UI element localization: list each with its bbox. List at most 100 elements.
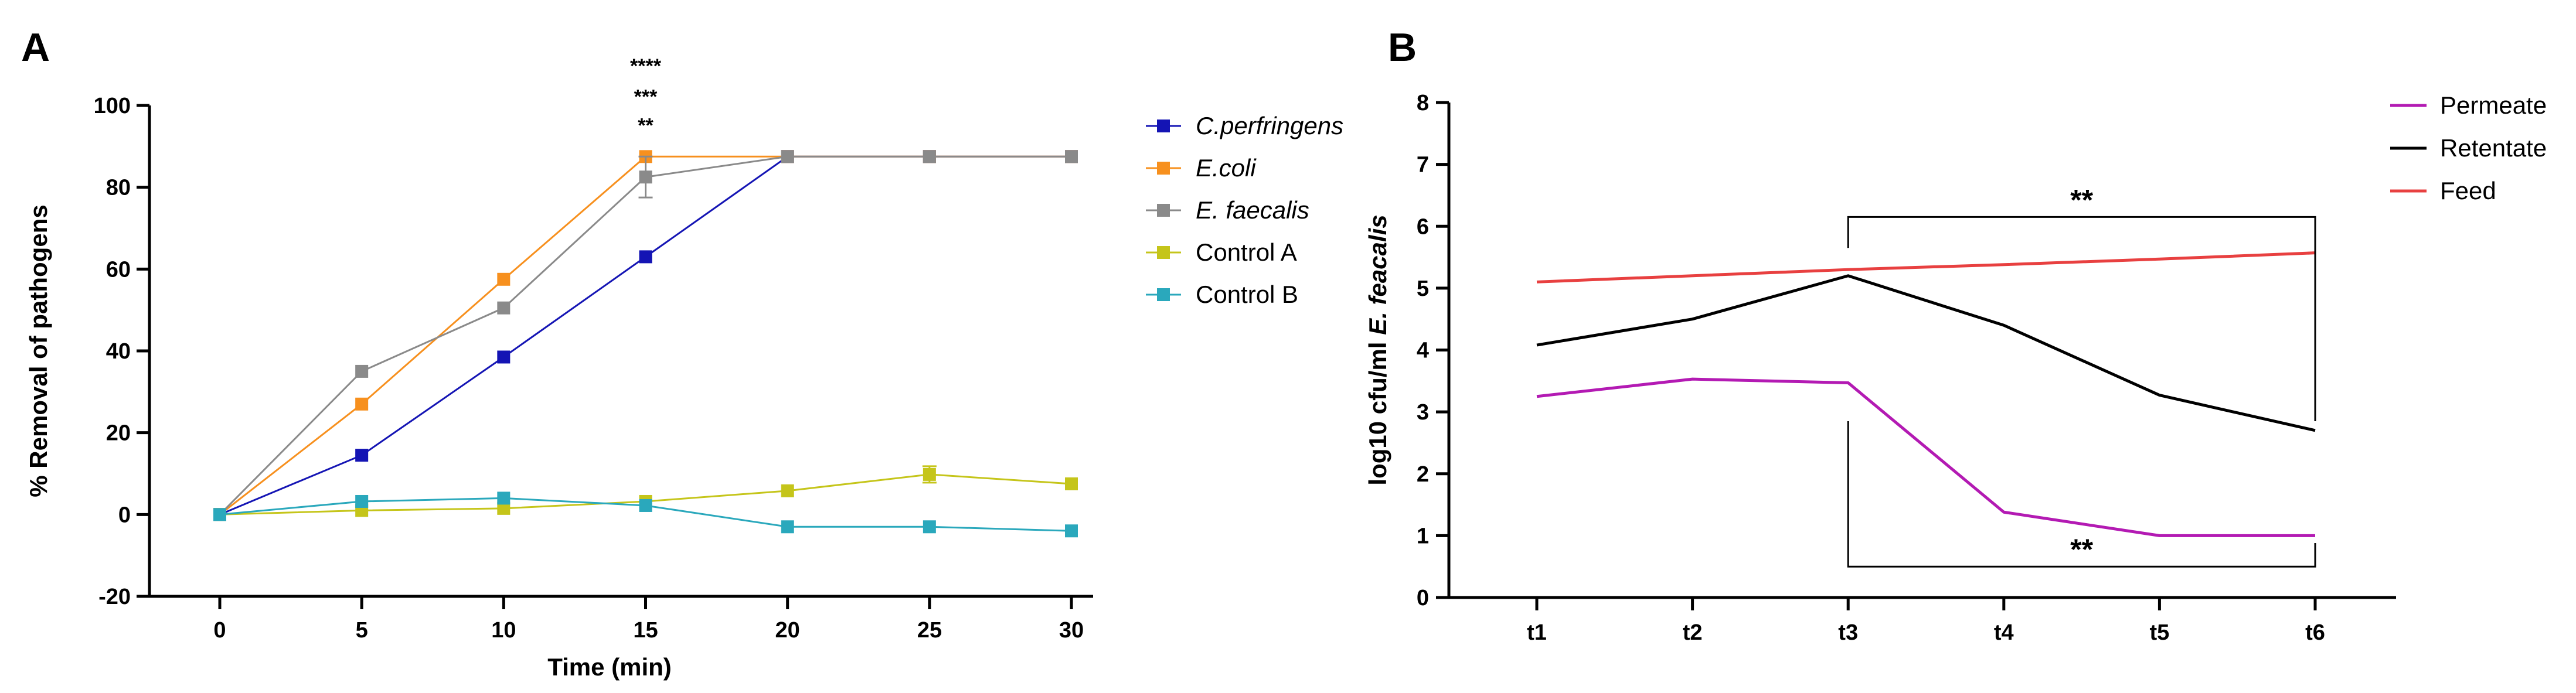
y-tick-label: 40 [106,339,131,364]
panel-b-y-axis-title-organism: E. feacalis [1364,214,1391,334]
data-point [639,170,652,184]
y-tick-label: 2 [1417,462,1429,487]
x-tick-label: 0 [213,618,226,643]
data-point [1065,524,1078,538]
panel-a-x-axis-title: Time (min) [547,653,672,681]
x-tick-label: 30 [1059,618,1084,643]
data-point [497,501,511,515]
significance-label: *** [634,86,658,108]
panel-b-axes: 0 1 2 3 4 5 6 7 8 t1 t2 t3 t4 t5 t6 [1417,91,2396,645]
y-tick-label: 100 [94,94,131,118]
data-point [355,397,369,411]
y-tick-label: 0 [1417,586,1429,610]
y-tick-label: 8 [1417,91,1429,115]
data-point [497,491,511,505]
significance-bracket [1847,216,2316,421]
panel-a-letter: A [21,25,50,70]
series-e-coli [213,150,1078,521]
panel-b-y-axis-title: log10 cfu/ml E. feacalis [1364,214,1391,485]
legend-label: Permeate [2440,91,2547,119]
x-tick-label: 10 [491,618,516,643]
data-point [639,499,652,512]
series-retentate-line [1536,274,2316,432]
panel-a-legend: C.perfringens E.coli E. faecalis Control A C… [1146,112,1343,308]
significance-label: ** [638,114,654,136]
x-tick-label: 5 [356,618,368,643]
y-tick-label: 1 [1417,524,1429,548]
panel-a-annotations: ********* [630,55,662,136]
legend-item: C.perfringens [1146,112,1343,139]
legend-item: Control A [1146,238,1297,266]
panel-b-y-axis-title-prefix: log10 cfu/ml [1364,335,1391,486]
panel-a-y-axis-title: % Removal of pathogens [25,204,52,497]
panel-b-series [1536,251,2316,537]
data-point [639,250,652,264]
data-point [497,301,511,315]
series-control-a [213,465,1078,521]
y-tick-label: -20 [98,585,131,609]
series-e-faecalis [213,150,1078,521]
x-tick-label: t1 [1527,620,1547,645]
data-point [1065,150,1078,163]
x-tick-label: 20 [775,618,800,643]
data-point [497,350,511,364]
x-tick-label: t5 [2150,620,2170,645]
legend-marker [1157,204,1170,217]
legend-label: Control A [1196,238,1297,266]
legend-marker [1157,246,1170,259]
y-tick-label: 0 [118,503,131,527]
legend-label: Control B [1196,281,1298,308]
data-point [1065,477,1078,490]
data-point [355,449,369,462]
panel-b-legend: Permeate Retentate Feed [2390,91,2547,204]
data-point [781,520,794,534]
legend-item: Control B [1146,281,1298,308]
legend-marker [1157,288,1170,301]
y-tick-label: 20 [106,421,131,446]
y-tick-label: 4 [1417,339,1429,363]
data-point [923,520,936,534]
legend-marker [1157,120,1170,132]
data-point [355,364,369,378]
legend-label: E.coli [1196,154,1257,182]
panel-a-series [213,150,1078,538]
legend-item: E. faecalis [1146,196,1309,224]
significance-bracket [1847,421,2316,568]
data-point [923,467,936,481]
data-point [355,494,369,508]
series-line [219,155,1071,516]
series-permeate-line [1536,377,2315,537]
data-point [497,272,511,286]
y-tick-label: 80 [106,176,131,200]
series-feed-line [1536,251,2316,284]
x-tick-label: t4 [1994,620,2014,645]
x-tick-label: 15 [633,618,658,643]
legend-item: E.coli [1146,154,1257,182]
y-tick-label: 5 [1417,276,1429,301]
legend-label: C.perfringens [1196,112,1343,139]
panel-a-axes: -20 0 20 40 60 80 100 0 5 10 15 20 25 30 [94,94,1093,643]
data-point [923,150,936,163]
series-control-b [213,491,1078,538]
panel-b-letter: B [1388,25,1417,70]
x-tick-label: t3 [1838,620,1858,645]
x-tick-label: 25 [917,618,942,643]
series-c-perfringens [213,150,1078,521]
panel-b-significance: ** ** [1847,183,2316,568]
y-tick-label: 3 [1417,400,1429,425]
y-tick-label: 6 [1417,214,1429,239]
data-point [213,508,226,521]
data-point [781,484,794,497]
significance-label: ** [2070,183,2093,216]
significance-label: **** [630,55,662,77]
legend-item: Feed [2390,177,2496,204]
x-tick-label: t6 [2305,620,2325,645]
legend-label: Retentate [2440,134,2547,162]
x-tick-label: t2 [1683,620,1703,645]
y-tick-label: 60 [106,257,131,282]
legend-label: Feed [2440,177,2496,204]
significance-label: ** [2070,533,2093,566]
data-point [781,150,794,163]
